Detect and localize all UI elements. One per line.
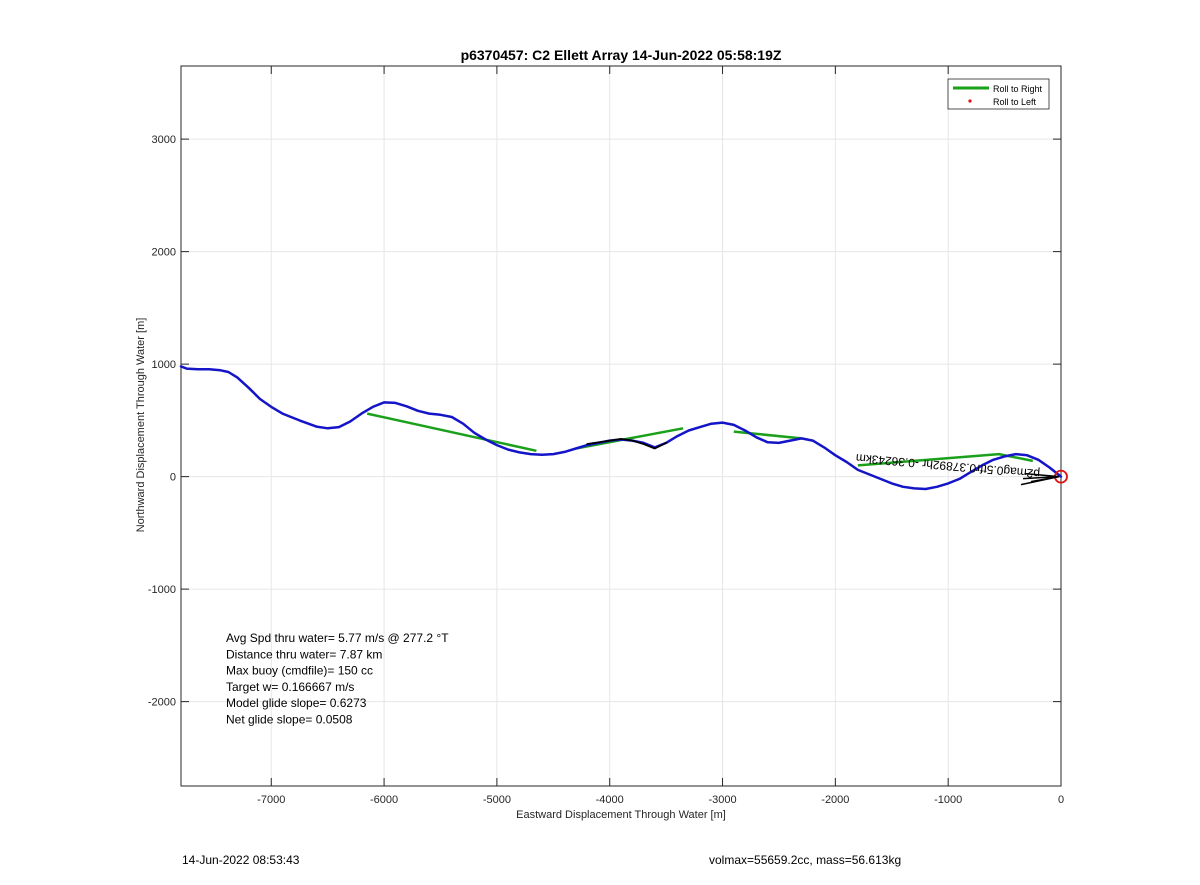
current-vector-arrow (1024, 472, 1060, 478)
track-overlay-line (586, 437, 667, 450)
legend-box (947, 78, 1050, 110)
stats-annotation-line: Distance thru water= 7.87 km (226, 647, 382, 661)
stats-annotation-line: Net glide slope= 0.0508 (226, 713, 353, 727)
legend-label-roll-right: Roll to Right (993, 84, 1043, 94)
markers (1020, 469, 1068, 486)
stats-annotation-line: Model glide slope= 0.6273 (226, 696, 367, 710)
legend-label-roll-left: Roll to Left (993, 97, 1037, 107)
x-tick-label: -3000 (708, 794, 736, 806)
legend-swatch-roll-left (968, 99, 972, 103)
y-tick-label: -2000 (148, 697, 176, 709)
x-tick-label: -7000 (257, 794, 285, 806)
current-vector-arrow (1030, 475, 1060, 483)
roll-right-segment (857, 452, 1034, 467)
stats-annotation-line: Avg Spd thru water= 5.77 m/s @ 277.2 °T (226, 631, 449, 645)
x-tick-label: -5000 (483, 794, 511, 806)
chart-title: p6370457: C2 Ellett Array 14-Jun-2022 05… (461, 47, 782, 63)
roll-right-segment (733, 430, 802, 440)
y-tick-label: 1000 (152, 359, 176, 371)
x-axis-label: Eastward Displacement Through Water [m] (516, 809, 726, 821)
roll-right-segment (575, 427, 684, 450)
stats-annotations: Avg Spd thru water= 5.77 m/s @ 277.2 °T D… (226, 631, 449, 727)
series (179, 365, 1063, 491)
x-tick-label: -2000 (821, 794, 849, 806)
y-tick-label: 2000 (152, 247, 176, 259)
axis-ticks: -7000 -6000 -5000 -4000 -3000 -2000 -1000 0 -200… (148, 66, 1064, 806)
x-tick-label: -1000 (934, 794, 962, 806)
y-tick-label: 0 (170, 472, 176, 484)
y-axis-label: Northward Displacement Through Water [m] (135, 318, 147, 533)
footer-info: volmax=55659.2cc, mass=56.613kg (709, 853, 902, 867)
stats-annotation-line: Max buoy (cmdfile)= 150 cc (226, 664, 373, 678)
footer-timestamp: 14-Jun-2022 08:53:43 (182, 853, 300, 867)
plot-area (180, 65, 1062, 787)
legend: Roll to Right Roll to Left (947, 78, 1050, 110)
y-tick-label: -1000 (148, 584, 176, 596)
y-tick-label: 3000 (152, 134, 176, 146)
roll-right-segment (366, 412, 537, 453)
x-tick-label: -4000 (596, 794, 624, 806)
x-tick-label: 0 (1058, 794, 1064, 806)
stats-annotation-line: Target w= 0.166667 m/s (226, 680, 354, 694)
x-tick-label: -6000 (370, 794, 398, 806)
